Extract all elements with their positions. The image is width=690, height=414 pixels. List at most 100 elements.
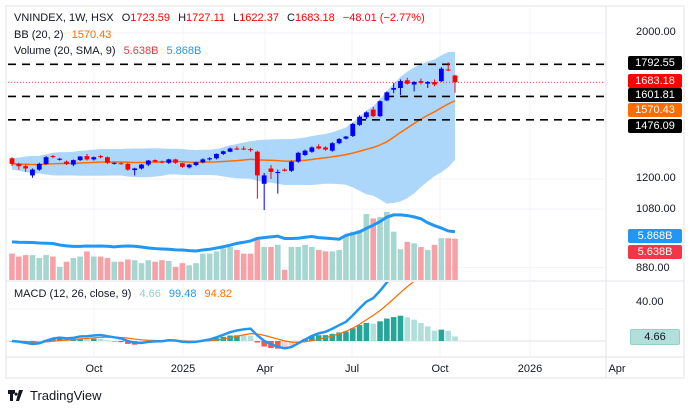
volume-bars (9, 211, 458, 280)
macd-line (11, 282, 389, 350)
candle-body (200, 159, 206, 163)
volume-bar (29, 255, 36, 280)
macd-histogram-bar (431, 330, 438, 341)
symbol-info[interactable]: VNINDEX, 1W, HSX (14, 12, 114, 24)
time-label: 2025 (170, 363, 196, 375)
volume-bar (152, 261, 158, 280)
candle-body (186, 164, 192, 168)
macd-histogram-bar (343, 331, 349, 341)
horizontal-levels[interactable] (8, 63, 605, 121)
macd-plot (6, 282, 606, 350)
volume-bar (186, 265, 192, 280)
candle-body (145, 160, 151, 165)
candle-body (77, 156, 83, 161)
volume-bar (43, 255, 49, 280)
macd-histogram-bar (295, 341, 302, 342)
volume-sma-value: 5.868B (166, 45, 202, 57)
macd-histogram-value: 4.66 (139, 288, 161, 300)
volume-bar (111, 261, 118, 280)
volume-bar (159, 260, 165, 280)
macd-histogram-bar (445, 330, 451, 341)
candle-body (411, 81, 417, 85)
macd-histogram-bar (77, 338, 83, 341)
candle-body (84, 156, 90, 160)
volume-bar (220, 248, 227, 280)
candle-body (105, 157, 110, 163)
macd-histogram-bar (247, 336, 254, 341)
bb-basis-line (11, 100, 456, 166)
macd-histogram-bar (363, 322, 370, 341)
bb-label: BB (20, 2) (14, 29, 64, 41)
volume-bar (404, 241, 411, 280)
candle-body (316, 146, 322, 149)
volume-bar (16, 256, 22, 280)
open-label: O (121, 12, 131, 24)
macd-histogram-bar (329, 333, 336, 341)
price-tick: 1200.00 (636, 172, 676, 184)
volume-bar (315, 249, 322, 280)
volume-bar (254, 239, 261, 280)
volume-bar (125, 259, 131, 280)
candle-body (36, 163, 42, 170)
macd-histogram-bar (36, 341, 43, 343)
volume-bar (104, 258, 111, 280)
candle-body (282, 169, 288, 171)
macd-signal-value: 94.82 (204, 288, 233, 300)
volume-bar (206, 253, 213, 280)
candle-body (23, 166, 29, 169)
volume-bar (97, 256, 104, 280)
volume-bar (309, 247, 315, 280)
candles (9, 62, 458, 211)
volume-bar (438, 238, 445, 280)
tradingview-logo-icon (8, 390, 23, 401)
candle-body (70, 160, 76, 165)
volume-bar (281, 269, 288, 280)
volume-bar (356, 230, 363, 280)
candle-body (16, 163, 22, 167)
candle-body (438, 68, 444, 82)
candle-body (268, 168, 274, 172)
volume-bar (36, 258, 43, 280)
volume-bar (288, 247, 295, 280)
volume-bar (172, 266, 179, 280)
volume-bar (295, 247, 302, 280)
macd-signal-line (11, 282, 415, 343)
volume-bar (275, 244, 281, 280)
candle-body (275, 171, 281, 174)
volume-bar (145, 260, 152, 280)
tradingview-logo[interactable]: TradingView (8, 388, 102, 403)
level-mid-label: 1601.81 (628, 88, 682, 102)
candle-body (370, 109, 376, 117)
macd-histogram-label: 4.66 (630, 329, 680, 345)
chart-frame (5, 5, 685, 379)
macd-legend[interactable]: MACD (12, 26, close, 9) 4.66 99.48 94.82 (14, 288, 237, 300)
macd-histogram-bar (118, 341, 124, 343)
time-label: Apr (256, 363, 274, 375)
macd-histogram-bar (438, 329, 445, 341)
candle-body (241, 148, 247, 150)
volume-sma-label: 5.868B (628, 229, 682, 243)
volume-bar (418, 247, 424, 280)
candle-body (391, 87, 397, 90)
macd-histogram-bar (104, 340, 111, 341)
volume-bar (63, 261, 70, 280)
level-low-label: 1476.09 (628, 119, 682, 133)
volume-label: Volume (20, SMA, 9) (14, 45, 116, 57)
volume-bar (118, 261, 124, 280)
macd-histogram-bar (111, 341, 118, 342)
candle-body (336, 139, 342, 144)
macd-histogram-bar (356, 325, 363, 341)
volume-sma-line (11, 213, 456, 253)
volume-bar (377, 216, 383, 280)
candle-body (289, 161, 294, 171)
volume-bar (84, 251, 90, 280)
volume-legend[interactable]: Volume (20, SMA, 9) 5.638B 5.868B (14, 45, 206, 57)
candle-body (364, 112, 369, 118)
volume-bar (213, 251, 220, 280)
candle-body (329, 143, 335, 151)
candle-body (220, 151, 226, 154)
candle-body (343, 136, 349, 139)
bb-legend[interactable]: BB (20, 2) 1570.43 (14, 29, 116, 41)
